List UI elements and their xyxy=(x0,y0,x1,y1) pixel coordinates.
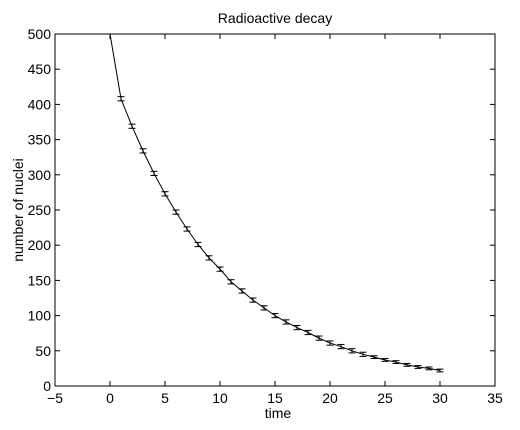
x-tick-label: 20 xyxy=(322,390,338,406)
y-tick-label: 250 xyxy=(28,202,52,218)
error-bar xyxy=(139,148,147,154)
error-bar xyxy=(392,360,400,364)
x-tick-label: −5 xyxy=(47,390,63,406)
y-tick-label: 300 xyxy=(28,167,52,183)
error-bar xyxy=(370,355,378,360)
y-tick-labels: 0 50 100 150 200 250 300 350 400 450 500 xyxy=(28,26,52,394)
x-tick-label: 35 xyxy=(487,390,503,406)
chart-title: Radioactive decay xyxy=(218,10,332,26)
error-bar xyxy=(249,297,257,303)
x-tick-label: 25 xyxy=(377,390,393,406)
error-bar xyxy=(271,312,279,319)
x-tick-label: 10 xyxy=(212,390,228,406)
x-tick-label: 5 xyxy=(161,390,169,406)
x-tick-label: 15 xyxy=(267,390,283,406)
error-bar xyxy=(326,340,334,346)
error-bar xyxy=(359,351,367,357)
y-tick-label: 350 xyxy=(28,132,52,148)
error-bar xyxy=(238,288,246,294)
y-tick-label: 500 xyxy=(28,26,52,42)
error-bar xyxy=(172,209,180,215)
x-axis-label: time xyxy=(265,405,292,421)
y-tick-label: 0 xyxy=(43,378,51,394)
y-tick-label: 450 xyxy=(28,61,52,77)
x-tick-label: 30 xyxy=(432,390,448,406)
error-bar xyxy=(425,366,433,371)
axis-ticks xyxy=(54,33,496,387)
error-bar xyxy=(282,319,290,325)
error-bar xyxy=(337,343,345,350)
error-bar xyxy=(381,358,389,362)
error-bar xyxy=(260,305,268,311)
y-tick-label: 50 xyxy=(35,343,51,359)
error-bar xyxy=(227,279,235,285)
error-bar xyxy=(117,96,125,102)
x-tick-label: 0 xyxy=(106,390,114,406)
y-tick-label: 150 xyxy=(28,272,52,288)
plot-area xyxy=(54,33,496,387)
y-tick-label: 200 xyxy=(28,237,52,253)
error-bar xyxy=(315,335,323,341)
x-tick-labels: −5 0 5 10 15 20 25 30 35 xyxy=(47,390,503,406)
error-bar xyxy=(293,324,301,331)
error-bar xyxy=(348,348,356,354)
error-bar xyxy=(414,365,422,369)
error-bar xyxy=(216,266,224,272)
error-bar xyxy=(304,329,312,336)
error-bar xyxy=(403,362,411,367)
error-bar xyxy=(183,226,191,232)
y-axis-label: number of nuclei xyxy=(10,158,26,262)
error-bar xyxy=(150,170,158,177)
series-layer xyxy=(109,33,444,373)
error-bar xyxy=(194,241,202,248)
y-tick-label: 100 xyxy=(28,308,52,324)
y-tick-label: 400 xyxy=(28,96,52,112)
error-bar xyxy=(128,123,136,129)
error-bar xyxy=(161,191,169,197)
error-bar xyxy=(436,368,444,373)
error-bar xyxy=(205,255,213,261)
